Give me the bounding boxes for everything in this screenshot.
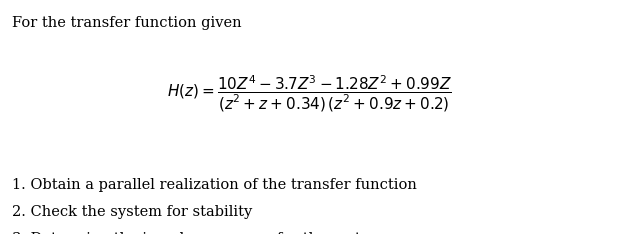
Text: 2. Check the system for stability: 2. Check the system for stability [12,205,253,219]
Text: 3. Determine the impulse response for the system.: 3. Determine the impulse response for th… [12,232,388,234]
Text: For the transfer function given: For the transfer function given [12,16,242,30]
Text: 1. Obtain a parallel realization of the transfer function: 1. Obtain a parallel realization of the … [12,178,417,192]
Text: $H(z) = \dfrac{10Z^{4} - 3.7Z^{3} - 1.28Z^{2} + 0.99Z}{(z^{2} + z + 0.34)\,(z^{2: $H(z) = \dfrac{10Z^{4} - 3.7Z^{3} - 1.28… [167,73,452,114]
